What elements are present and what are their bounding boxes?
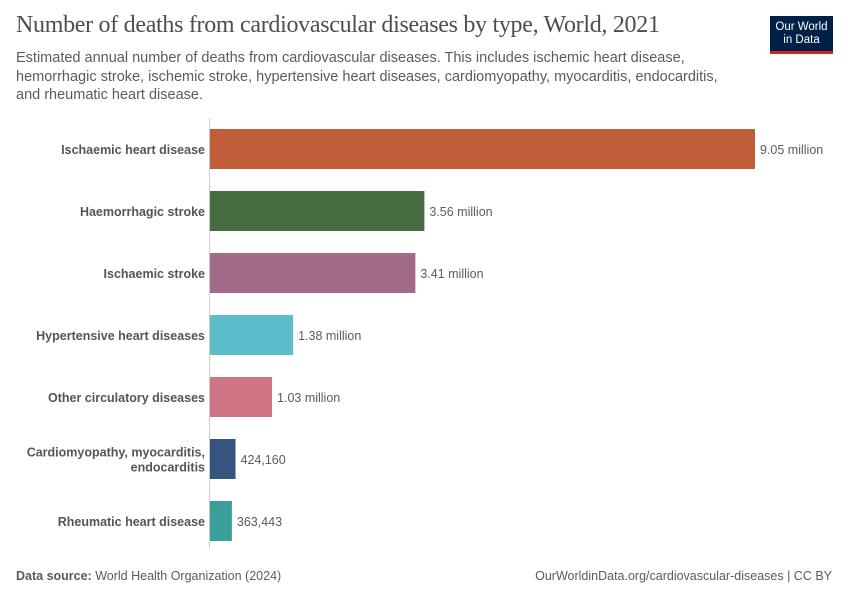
data-source: Data source: World Health Organization (… <box>16 569 281 583</box>
source-text[interactable]: World Health Organization (2024) <box>91 569 282 583</box>
bar <box>210 253 416 293</box>
category-label: Hypertensive heart diseases <box>36 329 205 343</box>
owid-logo[interactable]: Our World in Data <box>770 16 833 54</box>
bar <box>210 191 425 231</box>
category-label: Ischaemic stroke <box>104 267 205 281</box>
bar <box>210 439 236 479</box>
logo-line-2: in Data <box>783 33 820 46</box>
category-label: Rheumatic heart disease <box>58 515 205 529</box>
category-label: Haemorrhagic stroke <box>80 205 205 219</box>
bar <box>210 129 755 169</box>
category-label: Ischaemic heart disease <box>61 143 205 157</box>
value-label: 1.38 million <box>298 329 361 343</box>
bar <box>210 315 294 355</box>
bar <box>210 377 273 417</box>
footer-url[interactable]: OurWorldinData.org/cardiovascular-diseas… <box>535 569 832 583</box>
value-label: 1.03 million <box>277 391 340 405</box>
value-label: 3.56 million <box>429 205 492 219</box>
chart-subtitle: Estimated annual number of deaths from c… <box>16 50 718 103</box>
chart-title: Number of deaths from cardiovascular dis… <box>16 12 660 38</box>
value-label: 424,160 <box>241 453 286 467</box>
value-label: 9.05 million <box>760 143 823 157</box>
category-label: Cardiomyopathy, myocarditis, <box>27 446 205 460</box>
bar <box>210 501 232 541</box>
category-label: Other circulatory diseases <box>48 391 205 405</box>
logo-line-1: Our World <box>775 20 828 33</box>
source-label: Data source: <box>16 569 92 583</box>
value-label: 3.41 million <box>420 267 483 281</box>
value-label: 363,443 <box>237 515 282 529</box>
category-label: endocarditis <box>131 461 205 475</box>
